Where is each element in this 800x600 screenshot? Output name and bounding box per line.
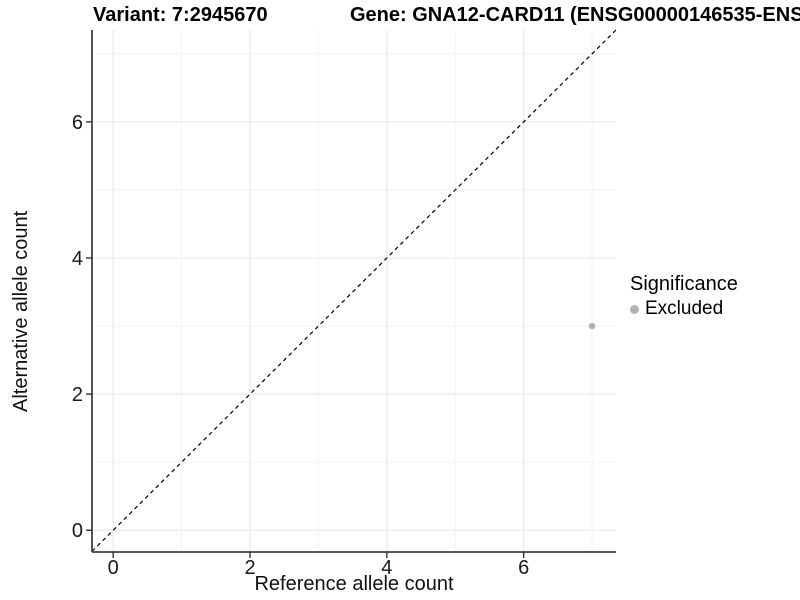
- x-axis-title: Reference allele count: [254, 573, 454, 595]
- y-tick-label: 0: [72, 520, 83, 542]
- legend: Significance Excluded: [630, 273, 738, 320]
- data-point: [588, 322, 596, 330]
- x-tick-label: 2: [244, 557, 255, 579]
- legend-point-swatch-icon: [630, 304, 639, 314]
- y-tick-label: 2: [72, 384, 83, 406]
- y-tick-label: 6: [72, 112, 83, 134]
- identity-reference-line: [91, 29, 617, 552]
- x-tick-label: 0: [108, 557, 119, 579]
- gene-title: Gene: GNA12-CARD11 (ENSG00000146535-ENS: [350, 4, 800, 26]
- y-axis-title: Alternative allele count: [10, 210, 32, 412]
- x-tick-label: 6: [518, 557, 529, 579]
- legend-item: Excluded: [630, 298, 738, 320]
- variant-title: Variant: 7:2945670: [93, 4, 268, 26]
- y-tick-label: 4: [72, 248, 83, 270]
- legend-item-label: Excluded: [645, 298, 724, 319]
- legend-title: Significance: [630, 273, 738, 295]
- x-tick-label: 4: [381, 557, 392, 579]
